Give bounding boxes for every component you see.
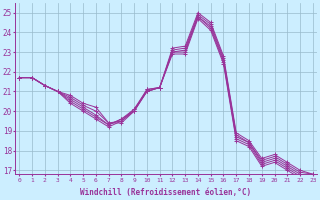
X-axis label: Windchill (Refroidissement éolien,°C): Windchill (Refroidissement éolien,°C) (81, 188, 252, 197)
